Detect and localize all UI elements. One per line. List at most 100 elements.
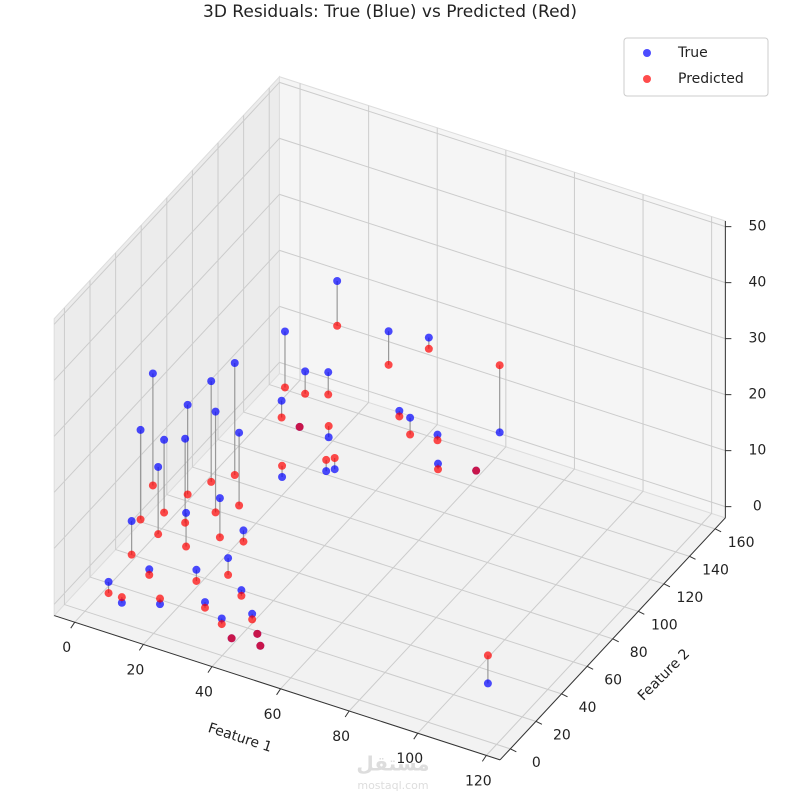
legend-marker bbox=[643, 49, 651, 57]
grid-line bbox=[74, 83, 301, 623]
x-tick-label: 120 bbox=[465, 773, 492, 789]
point bbox=[483, 679, 492, 688]
point bbox=[330, 465, 339, 474]
point bbox=[406, 430, 415, 439]
point bbox=[181, 518, 190, 527]
grid-line bbox=[211, 127, 438, 667]
x-tick-label: 100 bbox=[396, 751, 423, 767]
point bbox=[433, 436, 442, 445]
legend: True Predicted bbox=[623, 37, 769, 97]
point bbox=[127, 550, 136, 559]
legend-box bbox=[623, 37, 769, 97]
point bbox=[301, 389, 310, 398]
point bbox=[230, 359, 239, 367]
point bbox=[207, 477, 216, 486]
x-tick-label: 0 bbox=[62, 640, 71, 656]
point bbox=[472, 466, 481, 475]
point bbox=[324, 422, 333, 431]
grid-line bbox=[243, 115, 690, 557]
grid-line bbox=[53, 249, 726, 493]
y-tick-label: 40 bbox=[579, 700, 597, 716]
point bbox=[181, 434, 190, 443]
point bbox=[322, 455, 331, 464]
point bbox=[230, 471, 239, 479]
point bbox=[154, 530, 163, 539]
point bbox=[280, 327, 289, 336]
point bbox=[224, 570, 233, 579]
watermark: mostaql.com bbox=[357, 779, 428, 792]
point bbox=[104, 577, 113, 586]
y-tick bbox=[714, 528, 722, 533]
grid-line bbox=[217, 142, 665, 585]
point bbox=[395, 412, 404, 421]
point bbox=[324, 368, 333, 377]
point bbox=[248, 609, 257, 618]
grid-line bbox=[417, 194, 644, 734]
point bbox=[217, 620, 226, 629]
y-tick-label: 140 bbox=[702, 562, 729, 578]
point bbox=[136, 515, 145, 524]
grid-line bbox=[63, 307, 511, 750]
x-tick-label: 40 bbox=[195, 685, 213, 701]
legend-label: True bbox=[677, 45, 708, 61]
point bbox=[183, 490, 192, 499]
x-axis bbox=[54, 615, 501, 761]
grid-line bbox=[280, 150, 507, 690]
point bbox=[278, 472, 287, 481]
z-tick-label: 0 bbox=[753, 499, 762, 515]
point bbox=[192, 576, 201, 585]
point bbox=[424, 333, 433, 342]
x-tick bbox=[481, 755, 487, 762]
grid-line bbox=[485, 216, 713, 756]
point bbox=[215, 494, 224, 503]
point bbox=[239, 526, 248, 535]
y-tick-label: 0 bbox=[532, 755, 541, 771]
point bbox=[201, 598, 209, 607]
point bbox=[248, 615, 257, 624]
point bbox=[277, 413, 286, 422]
point bbox=[156, 594, 164, 603]
point bbox=[104, 589, 113, 598]
point bbox=[215, 533, 224, 542]
point bbox=[322, 467, 331, 476]
grid-line bbox=[191, 170, 639, 612]
point bbox=[237, 586, 246, 595]
x-tick bbox=[344, 710, 350, 718]
y-tick bbox=[663, 583, 671, 588]
grid-line bbox=[115, 252, 562, 695]
y-tick-label: 120 bbox=[677, 590, 704, 606]
y-axis bbox=[499, 517, 726, 761]
point bbox=[384, 327, 393, 336]
point bbox=[237, 591, 246, 600]
grid-line bbox=[53, 81, 726, 325]
y-tick bbox=[510, 748, 517, 753]
z-tick-label: 10 bbox=[748, 443, 766, 459]
grid-line bbox=[166, 197, 613, 640]
point bbox=[145, 570, 154, 579]
y-tick bbox=[638, 610, 645, 615]
point bbox=[495, 361, 504, 370]
point bbox=[495, 428, 504, 437]
point bbox=[148, 369, 157, 378]
point bbox=[217, 614, 226, 623]
chart-title: 3D Residuals: True (Blue) vs Predicted (… bbox=[203, 2, 577, 22]
point bbox=[117, 598, 126, 607]
x-tick bbox=[413, 732, 419, 740]
legend-label: Predicted bbox=[678, 71, 744, 87]
point bbox=[324, 390, 333, 399]
point bbox=[156, 600, 164, 609]
y-tick-label: 100 bbox=[651, 617, 678, 633]
y-tick-label: 20 bbox=[553, 727, 571, 743]
grid-line bbox=[53, 193, 726, 437]
point bbox=[207, 377, 216, 386]
point bbox=[160, 508, 169, 517]
grid-line bbox=[89, 280, 537, 722]
point bbox=[333, 277, 342, 285]
point bbox=[280, 383, 289, 392]
point bbox=[224, 554, 233, 563]
y-tick bbox=[586, 665, 594, 670]
x-tick-label: 60 bbox=[264, 707, 282, 723]
y-tick bbox=[535, 720, 543, 725]
point bbox=[295, 422, 304, 431]
legend-marker bbox=[643, 75, 651, 83]
